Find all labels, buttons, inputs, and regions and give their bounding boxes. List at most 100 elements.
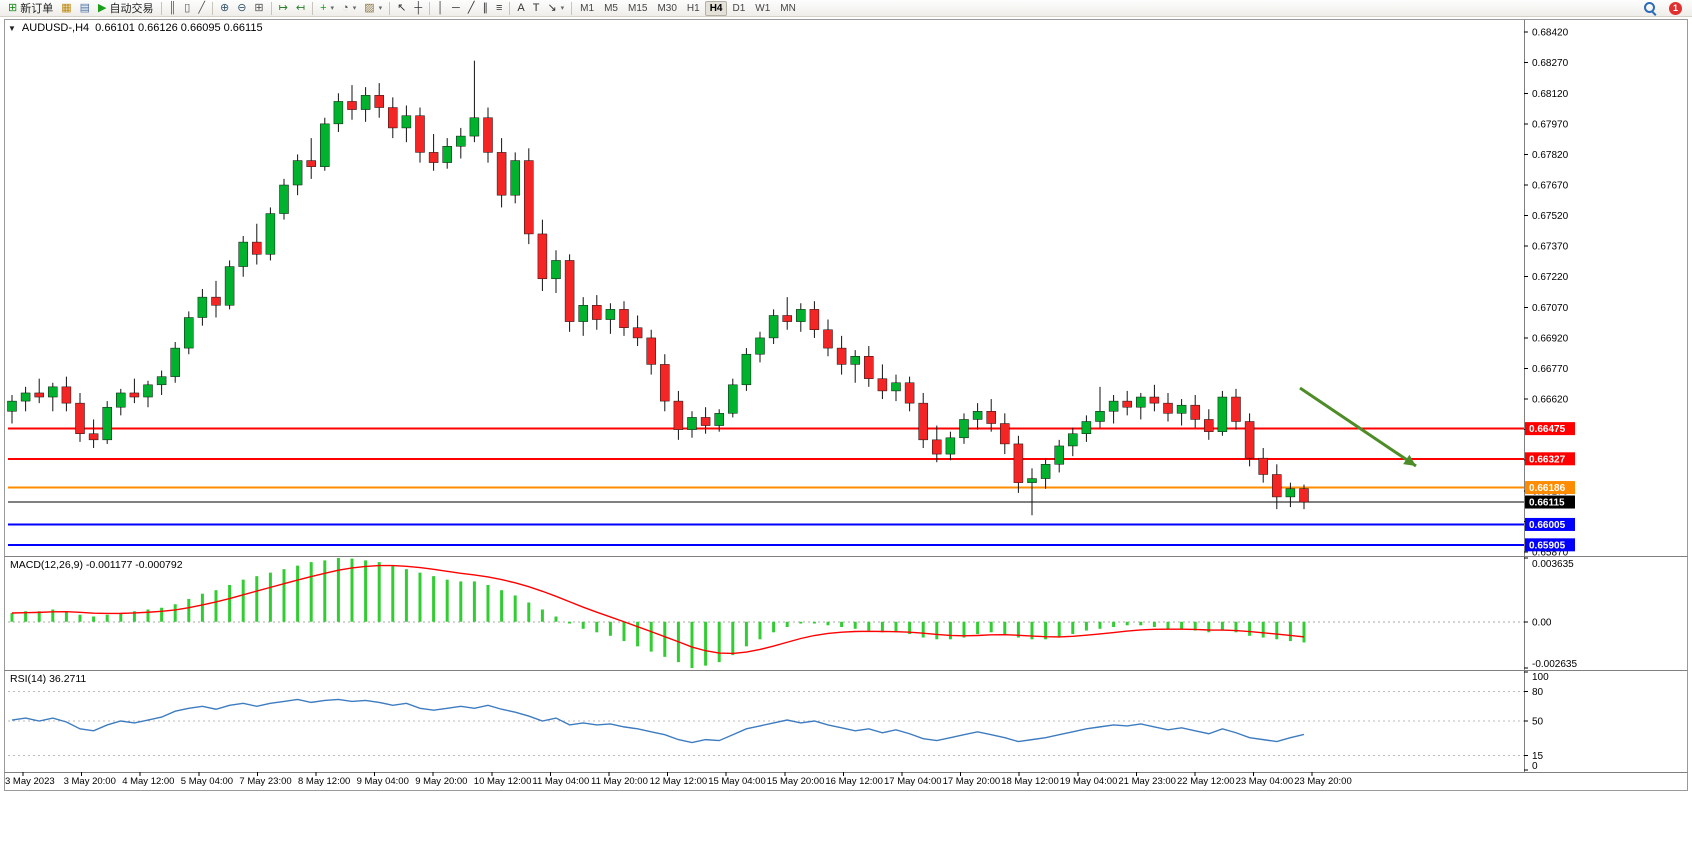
price-badge-0.66186: 0.66186 — [1525, 481, 1575, 495]
date-label: 9 May 04:00 — [357, 776, 409, 787]
macd-signal-line — [11, 564, 1305, 655]
autotrading-button[interactable]: ▶ 自动交易 — [94, 0, 157, 16]
price-axis-label: 0.67820 — [1532, 150, 1569, 161]
zoom-in-icon[interactable]: ⊕ — [216, 0, 233, 16]
auto-scroll-icon: ↦ — [278, 2, 288, 14]
arrows-tool-icon: ↘ — [547, 2, 557, 14]
timeframe-h4[interactable]: H4 — [704, 0, 728, 16]
text-tool-icon[interactable]: A — [513, 0, 528, 16]
timeframe-m30[interactable]: M30 — [657, 2, 677, 14]
vertical-line-icon[interactable]: │ — [433, 0, 448, 16]
templates-icon: ▨ — [364, 2, 375, 14]
chart-symbol-period: AUDUSD-,H4 — [21, 22, 90, 34]
date-label: 22 May 12:00 — [1177, 776, 1235, 787]
chart-collapse-icon[interactable]: ▼ — [8, 23, 16, 33]
price-axis-label: 0.67670 — [1532, 181, 1569, 192]
timeframe-m5[interactable]: M5 — [604, 2, 618, 14]
date-label: 23 May 04:00 — [1236, 776, 1294, 787]
price-axis-label: 0.68270 — [1532, 58, 1569, 69]
macd-axis-label: -0.002635 — [1532, 659, 1577, 670]
svg-text:0.66475: 0.66475 — [1529, 424, 1566, 435]
chart-shift-icon[interactable]: ↤ — [292, 0, 309, 16]
new-order-icon: ⊞ — [8, 2, 18, 14]
date-label: 5 May 04:00 — [181, 776, 233, 787]
date-label: 15 May 04:00 — [708, 776, 766, 787]
fibonacci-icon[interactable]: ≡ — [492, 0, 506, 16]
crosshair-icon[interactable]: ┼ — [410, 0, 426, 16]
date-label: 15 May 20:00 — [767, 776, 825, 787]
zoom-in-icon: ⊕ — [219, 2, 230, 14]
chart-window-border — [4, 19, 1688, 791]
price-axis-label: 0.67520 — [1532, 211, 1569, 222]
rsi-axis-label: 100 — [1532, 672, 1549, 683]
zoom-out-icon: ⊖ — [237, 2, 247, 14]
timeframe-d1[interactable]: D1 — [732, 2, 746, 14]
date-label: 11 May 04:00 — [532, 776, 589, 787]
toolbar-separator — [160, 1, 162, 15]
macd-axis-label: 0.00 — [1532, 617, 1552, 628]
trendline-icon: ╱ — [467, 2, 475, 14]
date-label: 17 May 04:00 — [884, 776, 942, 787]
date-label: 10 May 12:00 — [474, 776, 532, 787]
trend-arrow[interactable] — [1299, 386, 1417, 468]
toolbar-separator — [211, 1, 213, 15]
timeframe-m15[interactable]: M15 — [627, 2, 648, 14]
date-label: 17 May 20:00 — [943, 776, 1001, 787]
zoom-out-icon[interactable]: ⊖ — [233, 0, 250, 16]
new-order-button[interactable]: ⊞ 新订单 — [4, 0, 57, 16]
indicators-icon[interactable]: + ▾ — [316, 0, 338, 16]
arrows-tool-icon[interactable]: ↘ ▾ — [543, 0, 568, 16]
price-axis-label: 0.68120 — [1532, 89, 1569, 100]
profiles-icon[interactable]: ▤ — [76, 0, 94, 16]
toolbar-separator — [429, 1, 431, 15]
svg-text:0.66005: 0.66005 — [1529, 520, 1566, 531]
charts-icon[interactable]: ▦ — [57, 0, 75, 16]
toolbar-separator — [270, 1, 272, 15]
text-label-icon: T — [532, 2, 540, 14]
cursor-icon[interactable]: ↖ — [393, 0, 410, 16]
svg-text:0.66186: 0.66186 — [1529, 483, 1566, 494]
fibonacci-icon: ≡ — [495, 2, 503, 14]
auto-scroll-icon[interactable]: ↦ — [275, 0, 292, 16]
search-icon[interactable] — [1644, 1, 1657, 15]
text-label-icon[interactable]: T — [529, 0, 544, 16]
indicators-icon: + — [320, 2, 327, 14]
price-axis-label: 0.65870 — [1532, 547, 1569, 558]
tile-windows-icon[interactable]: ⊞ — [250, 0, 267, 16]
timeframe-mn[interactable]: MN — [780, 2, 796, 14]
toolbar-separator — [312, 1, 314, 15]
price-badge-0.66327: 0.66327 — [1525, 452, 1575, 466]
horizontal-line-icon: ─ — [452, 2, 460, 14]
price-axis-label: 0.68420 — [1532, 28, 1569, 39]
horizontal-line-icon[interactable]: ─ — [448, 0, 464, 16]
autotrading-button-label: 自动交易 — [109, 3, 154, 15]
candlestick-chart-icon[interactable]: ▯ — [180, 0, 194, 16]
svg-text:0.66115: 0.66115 — [1529, 498, 1565, 509]
macd-axis-label: 0.003635 — [1532, 559, 1574, 570]
timeframe-w1[interactable]: W1 — [755, 2, 771, 14]
price-axis-label: 0.66770 — [1532, 364, 1569, 375]
candles — [7, 60, 1309, 516]
channel-icon[interactable]: ∥ — [478, 0, 492, 16]
date-label: 9 May 20:00 — [415, 776, 467, 787]
toolbar: ⊞ 新订单 ▦ ▤ ▶ 自动交易 ║ ▯ ╱ ⊕ ⊖ ⊞ ↦ ↤ + ▾ ◔ ▾ ▨ ▾ ↖ ┼ │ ─ ╱ ∥ ≡ A T ↘ ▾ M1 M5… — [0, 0, 1692, 17]
rsi-axis-label: 80 — [1532, 687, 1544, 698]
price-badge-0.65905: 0.65905 — [1525, 538, 1575, 552]
price-axis-label: 0.67970 — [1532, 119, 1569, 130]
timeframe-m1[interactable]: M1 — [580, 2, 595, 14]
date-label: 16 May 12:00 — [825, 776, 883, 787]
timeframe-h1[interactable]: H1 — [686, 2, 700, 14]
caret-down-icon: ▾ — [560, 5, 565, 12]
bar-chart-icon[interactable]: ║ — [165, 0, 181, 16]
toolbar-separator — [509, 1, 511, 15]
rsi-line — [11, 698, 1305, 744]
autotrading-play-icon: ▶ — [98, 2, 107, 14]
trendline-icon[interactable]: ╱ — [464, 0, 479, 16]
cursor-icon: ↖ — [397, 2, 407, 14]
line-chart-icon[interactable]: ╱ — [194, 0, 209, 16]
templates-icon[interactable]: ▨ ▾ — [360, 0, 386, 16]
periods-icon[interactable]: ◔ ▾ — [338, 0, 360, 16]
bar-chart-icon: ║ — [168, 2, 177, 14]
notifications-badge[interactable]: 1 — [1669, 1, 1682, 15]
